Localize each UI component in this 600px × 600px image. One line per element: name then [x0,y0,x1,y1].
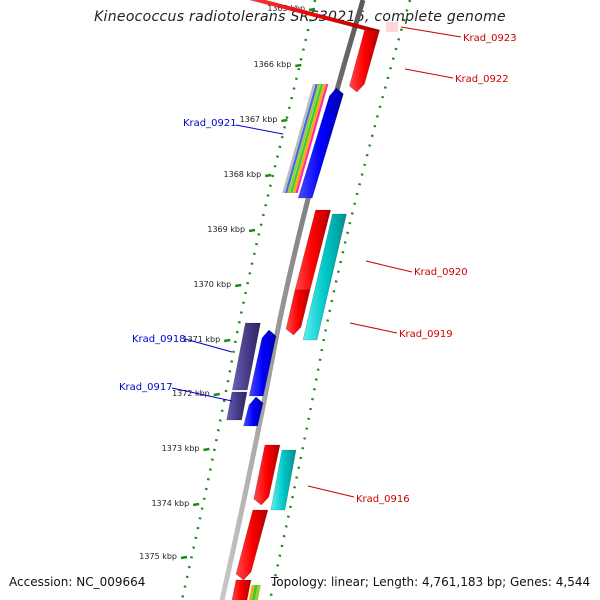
tick-mark [234,283,242,288]
rna-strip [292,84,326,193]
tick-label: 1375 kbp [139,552,177,561]
tick-label: 1372 kbp [172,389,210,398]
gene-krad-0923-marker [386,22,398,32]
gene-label[interactable]: Krad_0918 [132,334,186,345]
gene-krad-0917 [243,396,264,427]
tick-mark [295,63,302,68]
gene-label[interactable]: Krad_0922 [455,74,509,85]
gene-label[interactable]: Krad_0921 [183,118,237,129]
inner-dotted-ring [180,0,317,600]
gene-label[interactable]: Krad_0919 [399,329,453,340]
tick-label: 1367 kbp [240,115,278,124]
label-leader-line [171,387,233,402]
label-leader-line [235,124,284,135]
tick-mark [265,173,272,178]
topology-summary: Topology: linear; Length: 4,761,183 bp; … [271,575,591,589]
tick-mark [281,118,288,123]
gene-label[interactable]: Krad_0920 [414,267,468,278]
label-leader-line [349,322,398,334]
tick-mark [203,447,210,452]
tick-mark [180,555,188,560]
tick-mark [248,228,256,233]
gene-krad-0918 [248,329,277,397]
rna-strip [284,84,318,193]
tick-mark [213,392,220,397]
rna-strip [248,585,255,600]
gene-teal-0915 [270,449,297,511]
label-leader-line [404,68,454,79]
gene-red-0914 [235,509,269,581]
label-leader-line [400,26,462,38]
label-leader-line [365,260,413,273]
outer-dotted-ring [268,0,412,600]
tick-label: 1373 kbp [162,444,200,453]
tick-mark [192,502,200,507]
rna-strip [282,84,316,193]
tick-mark [308,7,316,12]
tick-label: 1370 kbp [193,280,231,289]
rna-strip [287,84,321,193]
genome-title: Kineococcus radiotolerans SRS30216, comp… [94,9,506,25]
tick-label: 1369 kbp [207,225,245,234]
gene-krad-0920-end [285,289,311,336]
label-leader-line [184,338,233,353]
label-leader-line [307,485,355,498]
gene-red-0913 [231,579,252,600]
rna-strip [254,585,261,600]
gene-krad-0919 [302,213,347,341]
gene-krad-0921 [297,87,344,199]
gene-krad-0922 [349,29,381,93]
gene-purple-1 [231,322,261,391]
gene-label[interactable]: Krad_0923 [463,33,517,44]
rna-strip [251,585,258,600]
rna-strip [290,84,324,193]
tick-mark [223,338,231,343]
tick-label: 1368 kbp [224,170,262,179]
tick-label: 1374 kbp [151,499,189,508]
tick-label: 1371 kbp [182,335,220,344]
tick-label: 1366 kbp [254,60,292,69]
gene-label[interactable]: Krad_0917 [119,382,173,393]
gene-purple-2 [226,391,248,421]
gene-krad-0916 [253,444,281,506]
gene-label[interactable]: Krad_0916 [356,494,410,505]
accession-text: Accession: NC_009664 [9,575,146,589]
rna-strip [295,84,329,193]
